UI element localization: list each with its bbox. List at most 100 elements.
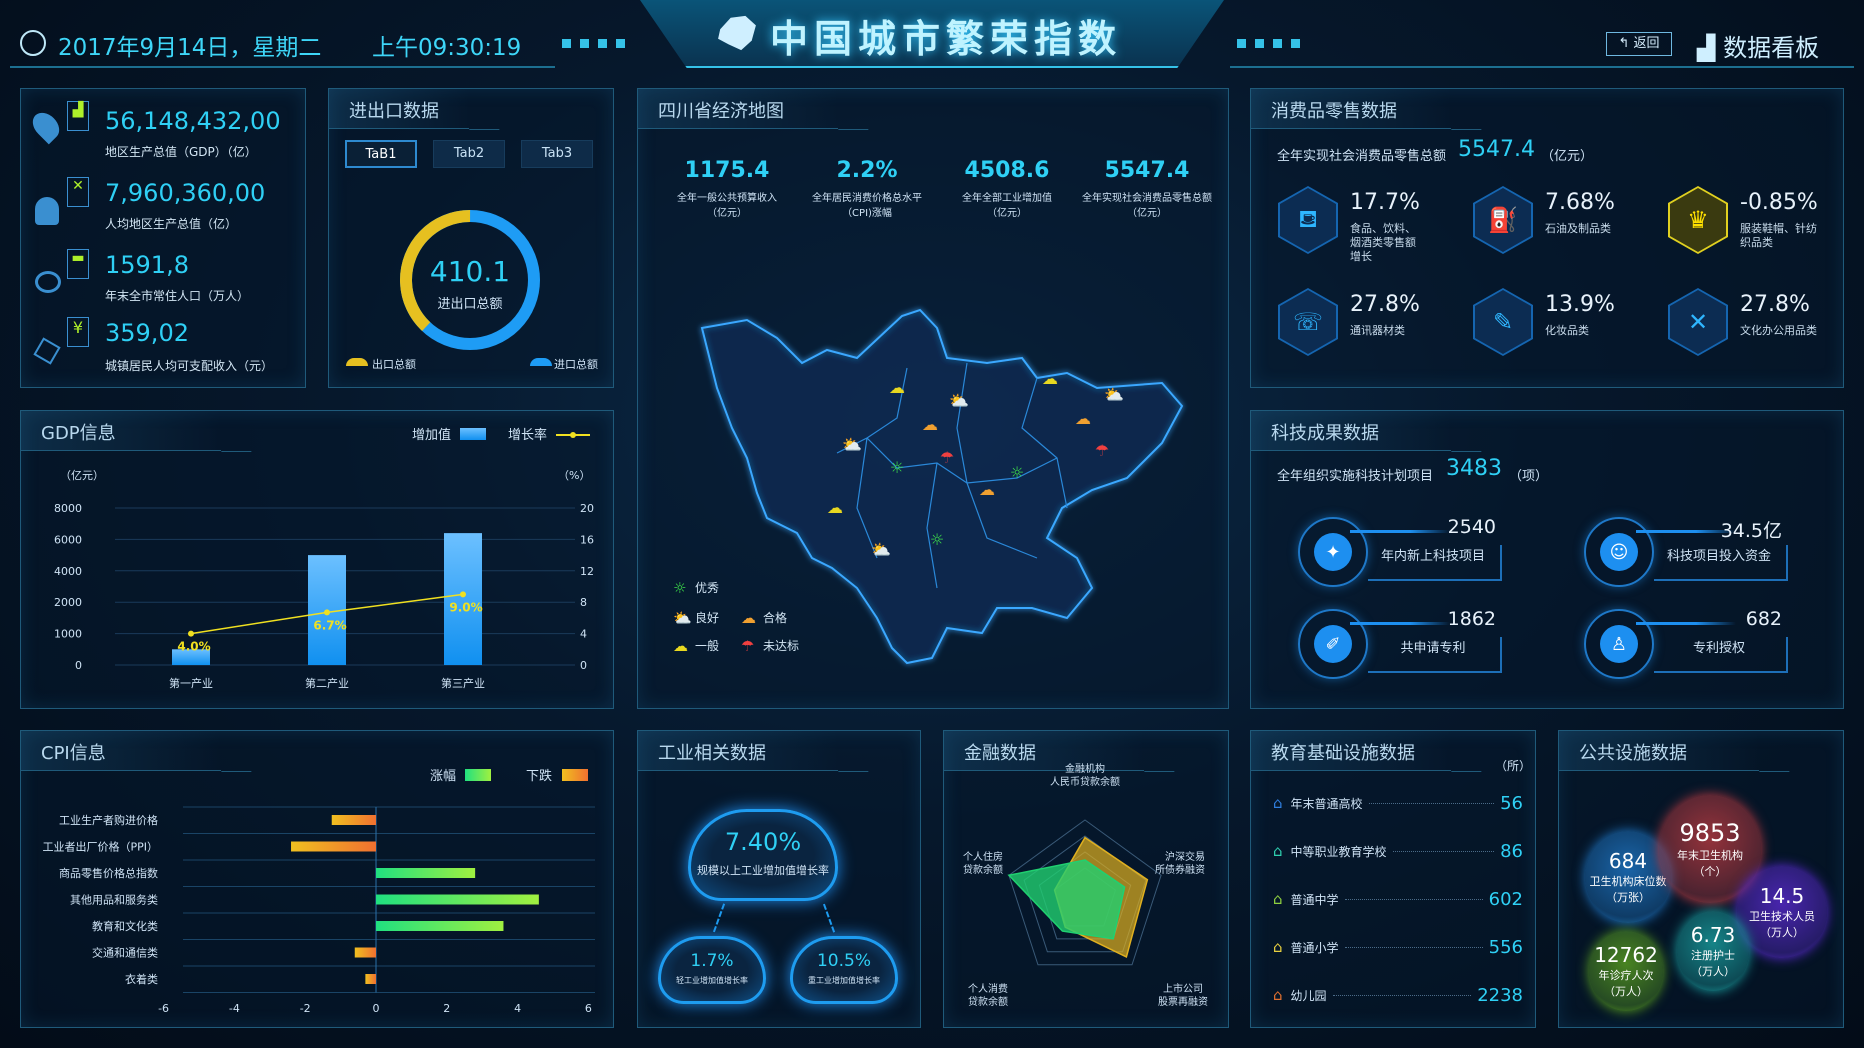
y2-tick: 8 xyxy=(580,596,587,609)
stat-bubble: 12762 年诊疗人次 （万人） xyxy=(1589,931,1663,1011)
x-tick: 0 xyxy=(373,1002,380,1015)
tech-frame xyxy=(1654,637,1788,673)
province-outline xyxy=(700,308,1184,665)
cloud-icon[interactable]: ☁ xyxy=(889,378,905,397)
income-label: 城镇居民人均可支配收入（元） xyxy=(105,359,274,373)
finance-title: 金融数据 xyxy=(944,731,1144,771)
import-legend-icon xyxy=(530,358,552,366)
income-value: 359,02 xyxy=(105,319,189,347)
thunder-cloud-icon: ☁ xyxy=(741,609,756,627)
sun-icon[interactable]: ☼ xyxy=(890,458,904,477)
y-tick: 4000 xyxy=(54,565,82,578)
growth-point[interactable] xyxy=(460,591,466,598)
heavy-industry-label: 重工业增加值增长率 xyxy=(808,976,880,985)
import-legend-label: 进口总额 xyxy=(554,358,598,371)
sichuan-map[interactable]: ☁⛅☁⛅☼☂☁☼☁⛅☼☁⛅☁☂☼ 优秀⛅ 良好 ☁ 合格☁ 一般 ☂ 未达标 xyxy=(637,88,1229,709)
cpi-bar[interactable] xyxy=(376,868,476,878)
legend-down-swatch xyxy=(562,769,588,781)
retail-item-value: 17.7% xyxy=(1350,190,1420,215)
map-legend-label: 优秀 xyxy=(695,581,719,595)
category-label: 衣着类 xyxy=(125,972,158,986)
radar-axis-label: 个人住房贷款余额 xyxy=(963,850,1003,876)
y-tick: 1000 xyxy=(54,628,82,641)
education-row: ⌂ 幼儿园 2238 xyxy=(1273,983,1523,1007)
retail-item-value: 27.8% xyxy=(1350,292,1420,317)
tab-1[interactable]: TaB1 xyxy=(345,140,417,168)
light-industry-label: 轻工业增加值增长率 xyxy=(676,976,748,985)
education-row: ⌂ 年末普通高校 56 xyxy=(1273,791,1523,815)
growth-point[interactable] xyxy=(324,609,330,616)
bubble-unit: （万人） xyxy=(1604,985,1648,998)
partly-cloudy-icon[interactable]: ⛅ xyxy=(842,435,862,454)
bubble-label: 卫生机构床位数 xyxy=(1589,875,1667,888)
dashboard-link[interactable]: ▟ 数据看板 xyxy=(1697,28,1819,63)
cpi-bar[interactable] xyxy=(291,841,376,852)
dotted-leader xyxy=(1344,898,1483,900)
sun-icon[interactable]: ☼ xyxy=(930,530,944,549)
tech-item-label: 年内新上科技项目 xyxy=(1380,549,1485,564)
rain-cloud-icon[interactable]: ☂ xyxy=(940,448,954,467)
cpi-bar[interactable] xyxy=(331,815,376,825)
thunder-cloud-icon[interactable]: ☁ xyxy=(979,480,995,499)
partly-cloudy-icon[interactable]: ⛅ xyxy=(949,391,969,410)
bubble-value: 14.5 xyxy=(1759,884,1805,908)
cpi-bar[interactable] xyxy=(376,921,504,931)
bed-icon: ▬ xyxy=(67,249,89,279)
education-value: 86 xyxy=(1500,840,1523,862)
education-label: 中等职业教育学校 xyxy=(1290,844,1387,859)
partly-cloudy-icon[interactable]: ⛅ xyxy=(871,540,891,559)
main-industry-value: 7.40% xyxy=(724,828,802,856)
radar-axis-label: 上市公司股票再融资 xyxy=(1158,982,1208,1008)
cpi-bar[interactable] xyxy=(354,947,376,958)
cpi-bar[interactable] xyxy=(365,974,376,984)
back-button[interactable]: ↰ 返回 xyxy=(1606,32,1672,56)
retail-item-label: 通讯器材类 xyxy=(1350,324,1405,337)
population-value: 1591,8 xyxy=(105,251,189,279)
sun-icon[interactable]: ☼ xyxy=(1010,463,1024,482)
page-title: 中国城市繁荣指数 xyxy=(770,17,1123,61)
education-row: ⌂ 中等职业教育学校 86 xyxy=(1273,839,1523,863)
map-stat-value: 5547.4 xyxy=(1104,158,1190,183)
growth-point[interactable] xyxy=(188,630,194,637)
cpi-title: CPI信息 xyxy=(21,731,221,771)
education-row: ⌂ 普通小学 556 xyxy=(1273,935,1523,959)
tab-3[interactable]: Tab3 xyxy=(521,140,593,168)
header-divider xyxy=(10,66,555,68)
cloud-icon[interactable]: ☁ xyxy=(827,498,843,517)
retail-item-label: 石油及制品类 xyxy=(1545,222,1611,235)
per-capita-gdp-label: 人均地区生产总值（亿） xyxy=(105,217,238,231)
gdp-label: 地区生产总值（GDP）（亿） xyxy=(105,145,257,159)
y2-tick: 12 xyxy=(580,565,594,578)
legend-up-label: 涨幅 xyxy=(430,769,456,784)
thunder-cloud-icon[interactable]: ☁ xyxy=(1075,409,1091,428)
sun-icon: ☼ xyxy=(673,579,686,597)
education-label: 普通中学 xyxy=(1290,892,1339,907)
partly-cloudy-icon[interactable]: ⛅ xyxy=(1104,385,1124,404)
location-pin-icon xyxy=(27,107,65,145)
tech-item-value: 1862 xyxy=(1447,608,1496,630)
category-label: 工业生产者购进价格 xyxy=(59,813,158,827)
gdp-bar[interactable] xyxy=(444,533,482,665)
cpi-bar[interactable] xyxy=(376,894,539,905)
map-stat-unit: （亿元） xyxy=(987,208,1027,219)
tech-item-value: 34.5亿 xyxy=(1720,520,1782,542)
radar-series[interactable] xyxy=(1007,859,1126,940)
tech-title: 科技成果数据 xyxy=(1251,411,1451,451)
tech-total-unit: （项） xyxy=(1509,469,1549,484)
phone-icon: ☏ xyxy=(1278,288,1338,356)
tech-total-label: 全年组织实施科技计划项目 xyxy=(1277,469,1434,484)
rain-cloud-icon[interactable]: ☂ xyxy=(1095,441,1109,460)
bubble-value: 12762 xyxy=(1594,943,1658,967)
category-label: 工业者出厂价格（PPI） xyxy=(42,840,158,854)
retail-total-value: 5547.4 xyxy=(1458,137,1535,162)
map-stat-unit: （CPI)涨幅 xyxy=(842,208,892,219)
stat-bubble: 684 卫生机构床位数 （万张） xyxy=(1585,831,1671,923)
map-stat: 2.2% 全年居民消费价格总水平 （CPI)涨幅 xyxy=(797,158,937,219)
back-label: 返回 xyxy=(1633,36,1660,51)
tab-2[interactable]: Tab2 xyxy=(433,140,505,168)
education-unit: （所） xyxy=(1495,759,1532,773)
cloud-icon[interactable]: ☁ xyxy=(1042,369,1058,388)
thunder-cloud-icon[interactable]: ☁ xyxy=(922,415,938,434)
gdp-bar[interactable] xyxy=(172,649,210,665)
